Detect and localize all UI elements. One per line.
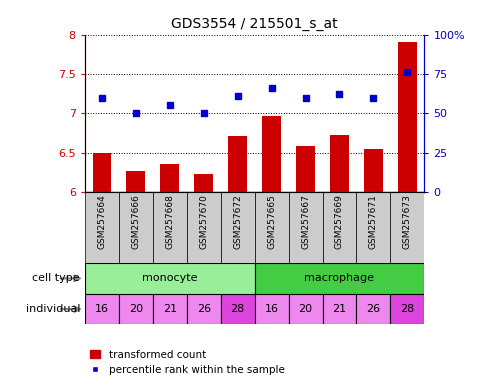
Text: GSM257665: GSM257665 [267, 194, 275, 249]
Bar [288, 294, 322, 324]
Text: 28: 28 [399, 304, 414, 314]
Text: individual: individual [26, 304, 80, 314]
Bar [322, 294, 356, 324]
Bar [322, 192, 356, 263]
Bar [397, 43, 416, 192]
Bar [92, 154, 111, 192]
Bar [356, 192, 390, 263]
Text: 26: 26 [365, 304, 380, 314]
Legend: transformed count, percentile rank within the sample: transformed count, percentile rank withi… [90, 350, 284, 375]
Bar [126, 171, 145, 192]
Text: 20: 20 [128, 304, 143, 314]
Bar [288, 192, 322, 263]
Text: GSM257667: GSM257667 [301, 194, 309, 249]
Text: 21: 21 [332, 304, 346, 314]
Text: 20: 20 [298, 304, 312, 314]
Bar [262, 116, 280, 192]
Bar [186, 294, 220, 324]
Text: GSM257672: GSM257672 [233, 194, 242, 249]
Text: cell type: cell type [32, 273, 80, 283]
Bar [254, 192, 288, 263]
Bar [85, 263, 254, 294]
Text: 21: 21 [162, 304, 177, 314]
Bar [390, 192, 424, 263]
Text: 16: 16 [95, 304, 108, 314]
Text: 26: 26 [196, 304, 211, 314]
Bar [160, 164, 179, 192]
Bar [85, 294, 119, 324]
Bar [220, 192, 254, 263]
Bar [152, 294, 186, 324]
Bar [228, 136, 246, 192]
Text: GSM257670: GSM257670 [199, 194, 208, 249]
Title: GDS3554 / 215501_s_at: GDS3554 / 215501_s_at [171, 17, 337, 31]
Bar [390, 294, 424, 324]
Bar [363, 149, 382, 192]
Bar [330, 135, 348, 192]
Bar [296, 146, 314, 192]
Text: 16: 16 [264, 304, 278, 314]
Bar [194, 174, 212, 192]
Text: GSM257668: GSM257668 [165, 194, 174, 249]
Bar [356, 294, 390, 324]
Text: GSM257669: GSM257669 [334, 194, 343, 249]
Bar [186, 192, 220, 263]
Text: monocyte: monocyte [142, 273, 197, 283]
Text: GSM257671: GSM257671 [368, 194, 377, 249]
Text: GSM257666: GSM257666 [131, 194, 140, 249]
Bar [152, 192, 186, 263]
Bar [85, 192, 119, 263]
Bar [119, 192, 152, 263]
Text: GSM257664: GSM257664 [97, 194, 106, 249]
Text: 28: 28 [230, 304, 244, 314]
Text: GSM257673: GSM257673 [402, 194, 411, 249]
Bar [220, 294, 254, 324]
Text: macrophage: macrophage [304, 273, 374, 283]
Bar [254, 294, 288, 324]
Bar [119, 294, 152, 324]
Bar [254, 263, 424, 294]
